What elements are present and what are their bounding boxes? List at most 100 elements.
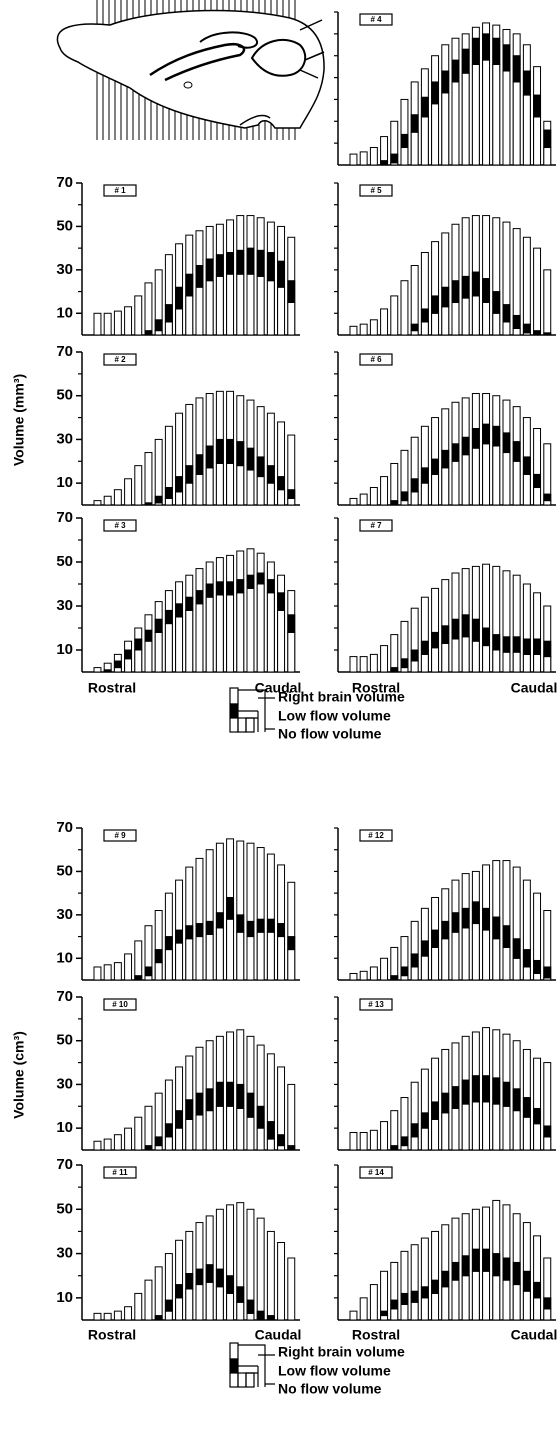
bar-low-flow [420,1286,429,1299]
x-label: Caudal [511,1327,558,1343]
bar-no-flow [512,1284,521,1321]
x-label: Rostral [352,680,400,696]
panel-title: # 11 [112,1168,128,1177]
bar-no-flow [471,63,480,166]
panel-title: # 2 [114,355,126,364]
bar-total [390,462,399,506]
bar-total [144,452,153,506]
bar-total [369,1284,378,1321]
bar-no-flow [236,465,245,506]
bar-low-flow [226,1081,235,1107]
bar-no-flow [502,651,511,673]
bar-low-flow [195,265,204,288]
bar-total [369,653,378,673]
bar-low-flow [400,491,409,502]
bar-low-flow [277,923,286,938]
bar-no-flow [215,462,224,506]
bar-no-flow [482,1270,491,1321]
bar-no-flow [410,330,419,336]
bar-no-flow [522,94,531,166]
y-tick-label: 50 [56,1200,73,1217]
bar-total [134,1116,143,1151]
bar-no-flow [482,301,491,336]
bar-no-flow [185,609,194,673]
bar-no-flow [195,936,204,981]
bar-total [369,966,378,981]
bar-no-flow [144,975,153,981]
bar-low-flow [482,278,491,303]
bar-low-flow [533,1107,542,1125]
bar-low-flow [482,627,491,647]
bar-low-flow [471,271,480,297]
bar-low-flow [522,638,531,655]
bar-total [266,1230,275,1321]
bar-total [359,493,368,506]
bar-low-flow [185,1273,194,1290]
bar-low-flow [441,286,450,308]
bar-low-flow [410,953,419,968]
bar-low-flow [431,1101,440,1120]
bar-low-flow [400,966,409,977]
bar-no-flow [246,469,255,506]
bar-no-flow [533,653,542,673]
bar-no-flow [492,63,501,166]
bar-low-flow [471,428,480,449]
bar-total [380,1121,389,1151]
bar-no-flow [461,297,470,336]
bar-low-flow [533,959,542,974]
y-tick-label: 10 [56,1289,73,1306]
bar-low-flow [471,618,480,642]
bar-no-flow [215,594,224,673]
bar-low-flow [431,81,440,105]
bar-low-flow [256,1310,265,1321]
bar-total [349,1132,358,1151]
bar-low-flow [400,1136,409,1147]
panel-title-box [359,1166,393,1179]
bar-low-flow [266,1121,275,1140]
bar-total [533,247,542,336]
bar-no-flow [236,273,245,336]
bar-total [256,1217,265,1321]
bar-no-flow [277,936,286,981]
bar-low-flow [522,1270,531,1292]
bar-low-flow [471,1075,480,1103]
panel-title: # 1 [114,186,126,195]
bar-no-flow [266,1138,275,1151]
bar-no-flow [185,1118,194,1151]
bar-no-flow [522,1116,531,1151]
bar-total [103,495,112,506]
panel-title-box [359,519,393,532]
bar-total [154,1266,163,1321]
bar-no-flow [215,275,224,336]
y-tick-label: 70 [56,174,73,191]
bar-low-flow [205,1088,214,1112]
bar-low-flow [226,1275,235,1294]
bar-no-flow [492,445,501,506]
bar-no-flow [410,660,419,673]
bar-low-flow [154,1136,163,1147]
x-label: Rostral [352,1327,400,1343]
bar-low-flow [215,1268,224,1288]
bar-low-flow [543,1125,552,1138]
bar-low-flow [533,638,542,655]
y-tick-label: 10 [56,1119,73,1136]
y-axis-label: Volume (cm³) [11,1031,27,1119]
bar-low-flow [205,258,214,282]
bar-low-flow [195,1092,204,1116]
y-tick-label: 70 [56,1156,73,1173]
bar-low-flow [543,1297,552,1310]
bar-low-flow [410,1290,419,1303]
bar-low-flow [185,596,194,611]
y-tick-label: 30 [56,906,73,923]
bar-no-flow [451,1279,460,1321]
bar-low-flow [175,929,184,944]
bar-no-flow [236,1301,245,1321]
bar-low-flow [185,273,194,297]
y-tick-label: 70 [56,819,73,836]
bar-low-flow [164,936,173,951]
bar-no-flow [236,931,245,981]
bar-no-flow [451,81,460,166]
bar-total [144,1279,153,1321]
y-tick-label: 50 [56,553,73,570]
